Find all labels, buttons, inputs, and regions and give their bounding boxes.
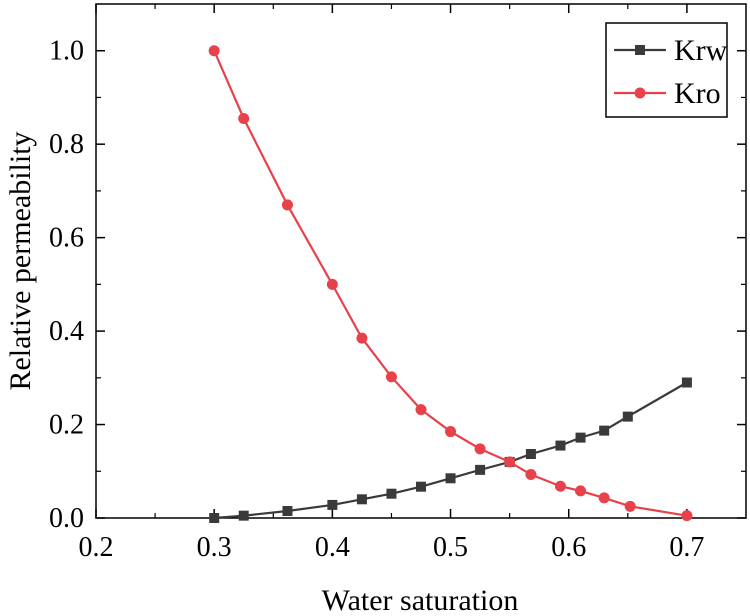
data-point-kro: [474, 443, 486, 455]
data-point-kro: [385, 371, 397, 383]
data-point-kro: [415, 404, 427, 416]
legend-marker-krw: [635, 45, 645, 55]
data-point-kro: [624, 500, 636, 512]
data-point-krw: [238, 510, 249, 521]
data-point-krw: [525, 448, 536, 459]
data-point-kro: [575, 485, 587, 497]
data-point-krw: [475, 464, 486, 475]
data-point-krw: [386, 488, 397, 499]
series-line-krw: [214, 381, 688, 520]
data-point-kro: [326, 278, 338, 290]
x-axis-label: Water saturation: [322, 584, 519, 616]
legend-box: [605, 22, 728, 118]
y-tick-label: 0.0: [49, 503, 84, 534]
legend: Krw Kro: [605, 22, 728, 118]
series-line-kro: [213, 50, 688, 517]
plot-frame: [95, 3, 747, 519]
data-point-kro: [681, 510, 693, 522]
data-point-kro: [238, 112, 250, 124]
data-point-krw: [282, 505, 293, 516]
data-point-krw: [575, 432, 586, 443]
data-point-krw: [599, 425, 610, 436]
data-point-krw: [622, 411, 633, 422]
data-point-krw: [445, 473, 456, 484]
data-point-kro: [504, 456, 516, 468]
data-point-krw: [356, 494, 367, 505]
data-point-krw: [416, 481, 426, 492]
y-tick-label: 0.2: [49, 410, 84, 441]
data-point-kro: [208, 45, 220, 57]
x-tick-label: 0.7: [669, 532, 704, 563]
axis-ticks: 0.2 0.3 0.4 0.5 0.6 0.70.00.20.40.60.81.0: [49, 4, 746, 563]
x-tick-label: 0.2: [79, 532, 114, 563]
data-point-krw: [681, 377, 692, 388]
data-point-kro: [281, 199, 293, 211]
series-layer: [208, 45, 693, 523]
y-tick-label: 0.8: [49, 129, 84, 160]
data-point-kro: [554, 480, 566, 492]
x-tick-label: 0.6: [551, 532, 586, 563]
data-point-krw: [327, 499, 338, 510]
x-tick-label: 0.4: [315, 532, 350, 563]
y-axis-label: Relative permeability: [4, 131, 37, 390]
data-point-kro: [356, 332, 368, 344]
y-tick-label: 0.6: [49, 223, 84, 254]
legend-marker-kro: [634, 87, 646, 99]
data-point-kro: [598, 492, 610, 504]
x-tick-label: 0.5: [433, 532, 468, 563]
legend-label-kro: Kro: [674, 77, 721, 110]
legend-label-krw: Krw: [674, 34, 728, 67]
y-tick-label: 1.0: [49, 36, 84, 67]
data-point-kro: [525, 469, 537, 481]
data-point-krw: [555, 440, 566, 451]
legend-items: [614, 45, 666, 99]
y-tick-label: 0.4: [49, 316, 84, 347]
data-point-krw: [209, 513, 220, 523]
data-point-kro: [445, 426, 457, 438]
x-tick-label: 0.3: [197, 532, 232, 563]
